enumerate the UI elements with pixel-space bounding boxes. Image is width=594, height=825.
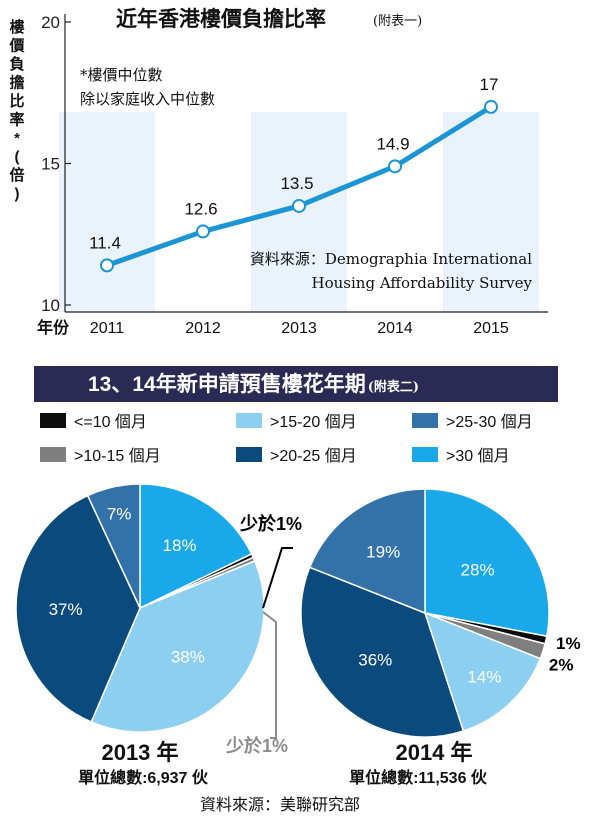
y-label-char: 比 xyxy=(9,92,24,110)
pie-section-title-note: (附表二) xyxy=(368,379,419,395)
legend-swatch xyxy=(412,447,438,462)
background-band xyxy=(443,112,539,312)
pie-slice xyxy=(424,488,550,638)
pie-2014-title: 2014 年 xyxy=(395,740,472,765)
legend-label: >25-30 個月 xyxy=(446,413,533,431)
pie-2014-total: 單位總數:11,536 伙 xyxy=(349,768,488,787)
pie-chart-2014: 28% 1% 2% 14% 36% 19% xyxy=(300,488,581,738)
legend-swatch xyxy=(236,413,262,428)
y-label-char: 樓 xyxy=(9,18,24,36)
slice-label: 2% xyxy=(549,655,574,674)
y-tick-label: 15 xyxy=(41,155,60,174)
legend-label: >10-15 個月 xyxy=(74,447,161,465)
pie-chart-2013: 18% 38% 37% 7% xyxy=(15,483,265,733)
slice-label: 36% xyxy=(358,651,392,670)
callout-2013-black: 少於1% xyxy=(239,513,302,609)
callout-label-gray: 少於1% xyxy=(225,735,288,756)
slice-label: 28% xyxy=(461,561,495,580)
data-point xyxy=(196,224,210,239)
x-tick-label: 2014 xyxy=(377,320,413,337)
pie-slice xyxy=(139,483,253,610)
pie-slice xyxy=(308,488,426,615)
line-chart-source-1: 資料來源：Demographia International xyxy=(250,250,532,268)
slice-label: 38% xyxy=(171,648,205,667)
y-axis-label: 樓價負擔比率* (倍) xyxy=(8,18,25,203)
legend-swatch xyxy=(40,447,66,462)
callout-line-gray xyxy=(262,611,277,739)
legend-label: >20-25 個月 xyxy=(270,447,357,465)
pie-section-title: 13、14年新申請預售樓花年期 (附表二) xyxy=(88,372,419,396)
line-chart-title: 近年香港樓價負擔比率 xyxy=(116,7,326,31)
line-chart-note-2: 除以家庭收入中位數 xyxy=(80,90,215,108)
data-label: 12.6 xyxy=(184,199,217,218)
line-series: 11.4 12.6 13.5 14.9 17 xyxy=(89,75,499,273)
legend-label: >30 個月 xyxy=(446,447,510,465)
slice-label: 14% xyxy=(467,667,501,686)
data-label: 13.5 xyxy=(280,174,313,193)
legend-label: <=10 個月 xyxy=(74,413,147,431)
legend-label: >15-20 個月 xyxy=(270,413,357,431)
pie-slice xyxy=(15,494,141,723)
x-tick-label: 2012 xyxy=(185,320,221,337)
callout-2013-gray: 少於1% xyxy=(225,611,288,756)
callout-line-black xyxy=(262,547,293,609)
y-label-char: 價 xyxy=(8,37,25,55)
slice-label: 19% xyxy=(366,542,400,561)
callout-label-black: 少於1% xyxy=(239,513,302,534)
source-text-1: Demographia International xyxy=(325,250,532,268)
slice-label: 37% xyxy=(49,600,83,619)
slice-label: 7% xyxy=(107,505,132,524)
data-point xyxy=(100,258,114,273)
data-label: 17 xyxy=(480,75,499,94)
x-tick-label: 2011 xyxy=(90,320,125,337)
data-point xyxy=(388,159,402,174)
pie-slice xyxy=(86,483,141,609)
line-chart-source-2: Housing Affordability Survey xyxy=(312,274,533,292)
x-axis-label: 年份 xyxy=(37,318,70,337)
pie-slice xyxy=(90,560,265,733)
x-ticks: 2011 2012 2013 2014 2015 xyxy=(90,320,509,337)
pie-slice xyxy=(300,566,465,738)
data-label: 11.4 xyxy=(89,233,121,252)
y-label-char: 倍 xyxy=(9,166,24,184)
y-tick-label: 20 xyxy=(41,13,60,32)
pie-section-band xyxy=(34,366,558,402)
x-tick-label: 2013 xyxy=(281,320,317,337)
y-label-char: ) xyxy=(15,186,20,203)
line-chart-title-note: (附表一) xyxy=(373,14,422,29)
data-label: 14.9 xyxy=(376,134,409,153)
slice-label: 1% xyxy=(556,634,581,653)
data-point xyxy=(484,99,498,114)
legend-swatch xyxy=(412,413,438,428)
x-tick-label: 2015 xyxy=(473,320,509,337)
legend-swatch xyxy=(40,413,66,428)
slice-label: 18% xyxy=(162,536,196,555)
background-band xyxy=(59,112,155,312)
y-label-char: * xyxy=(14,130,20,147)
y-label-char: ( xyxy=(15,149,20,166)
y-label-char: 擔 xyxy=(9,74,24,92)
pie-2013-total: 單位總數:6,937 伙 xyxy=(78,768,209,787)
y-label-char: 負 xyxy=(9,55,24,73)
source-prefix: 資料來源： xyxy=(250,250,325,268)
line-chart-note-1: *樓價中位數 xyxy=(80,66,163,84)
y-label-char: 率 xyxy=(9,111,24,129)
pie-legend: <=10 個月 >10-15 個月 >15-20 個月 >20-25 個月 >25-30… xyxy=(40,413,533,465)
footer-source: 資料來源：美聯研究部 xyxy=(200,795,360,814)
y-tick-label: 10 xyxy=(41,296,60,315)
legend-swatch xyxy=(236,447,262,462)
pie-section-title-main: 13、14年新申請預售樓花年期 xyxy=(88,372,366,396)
y-ticks: 20 15 10 xyxy=(41,13,71,315)
pie-2013-title: 2013 年 xyxy=(101,740,178,765)
data-point xyxy=(292,198,306,213)
